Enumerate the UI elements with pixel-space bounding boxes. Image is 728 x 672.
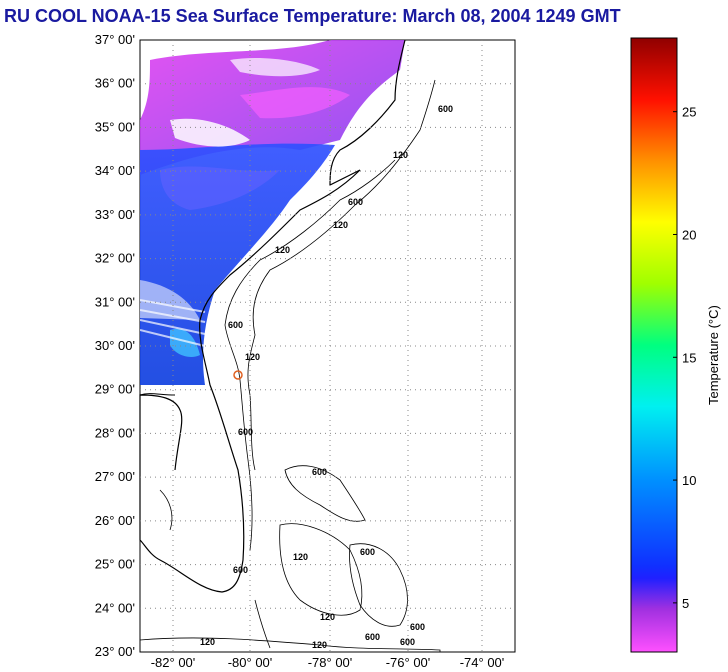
longitude-tick-label: -82° 00'	[151, 655, 196, 670]
cuba	[139, 637, 441, 653]
contour-600	[247, 79, 436, 471]
longitude-ticks: -82° 00' -80° 00' -78° 00' -76° 00' -74° 00'	[151, 655, 505, 670]
longitude-tick-label: -80° 00'	[228, 655, 273, 670]
latitude-tick-label: 23° 00'	[95, 644, 135, 659]
contour-label: 600	[238, 427, 253, 437]
latitude-tick-label: 36° 00'	[95, 76, 135, 91]
longitude-tick-label: -74° 00'	[460, 655, 505, 670]
latitude-tick-label: 34° 00'	[95, 163, 135, 178]
latitude-tick-label: 29° 00'	[95, 382, 135, 397]
colorbar-tick-label: 10	[682, 473, 696, 488]
contour-label: 120	[393, 150, 408, 160]
contour-label: 600	[233, 565, 248, 575]
grid-lines	[140, 40, 515, 652]
contour-label: 120	[275, 245, 290, 255]
contour-120	[224, 159, 396, 551]
bahamas-3	[349, 543, 408, 627]
latitude-tick-label: 27° 00'	[95, 469, 135, 484]
colorbar-tick-label: 5	[682, 596, 689, 611]
latitude-tick-label: 32° 00'	[95, 251, 135, 266]
contour-label: 120	[312, 640, 327, 650]
chart-title: RU COOL NOAA-15 Sea Surface Temperature:…	[4, 6, 621, 26]
latitude-tick-label: 25° 00'	[95, 557, 135, 572]
contour-label: 600	[360, 547, 375, 557]
contour-label: 600	[400, 637, 415, 647]
bahamas-1	[284, 465, 366, 522]
latitude-tick-label: 35° 00'	[95, 119, 135, 134]
sst-imagery	[140, 40, 405, 385]
longitude-tick-label: -78° 00'	[308, 655, 353, 670]
contour-label: 120	[320, 612, 335, 622]
gulf-coast	[139, 393, 176, 396]
contour-label: 600	[348, 197, 363, 207]
colorbar-tick-label: 20	[682, 227, 696, 242]
contour-labels: 600 120 600 120 120 600 120 600 600 600 …	[200, 104, 453, 650]
longitude-tick-label: -76° 00'	[386, 655, 431, 670]
colorbar	[630, 37, 678, 653]
latitude-tick-label: 37° 00'	[95, 32, 135, 47]
latitude-tick-label: 24° 00'	[95, 600, 135, 615]
contour-label: 600	[410, 622, 425, 632]
latitude-tick-label: 31° 00'	[95, 294, 135, 309]
contour-label: 120	[293, 552, 308, 562]
contour-label: 600	[312, 467, 327, 477]
latitude-tick-label: 28° 00'	[95, 425, 135, 440]
colorbar-tick-label: 25	[682, 105, 696, 120]
latitude-tick-label: 26° 00'	[95, 513, 135, 528]
contour-label: 120	[245, 352, 260, 362]
latitude-tick-label: 30° 00'	[95, 338, 135, 353]
contour-label: 120	[333, 220, 348, 230]
contour-label: 600	[438, 104, 453, 114]
contour-label: 600	[228, 320, 243, 330]
contour-label: 120	[200, 637, 215, 647]
latitude-ticks: 37° 00' 36° 00' 35° 00' 34° 00' 33° 00' 32° 0…	[95, 32, 135, 659]
location-marker	[233, 370, 243, 380]
latitude-tick-label: 33° 00'	[95, 207, 135, 222]
colorbar-tick-label: 15	[682, 350, 696, 365]
colorbar-label: Temperature (°C)	[706, 305, 721, 405]
contour-label: 600	[365, 632, 380, 642]
colorbar-ticks: 25 20 15 10 5	[673, 105, 696, 611]
